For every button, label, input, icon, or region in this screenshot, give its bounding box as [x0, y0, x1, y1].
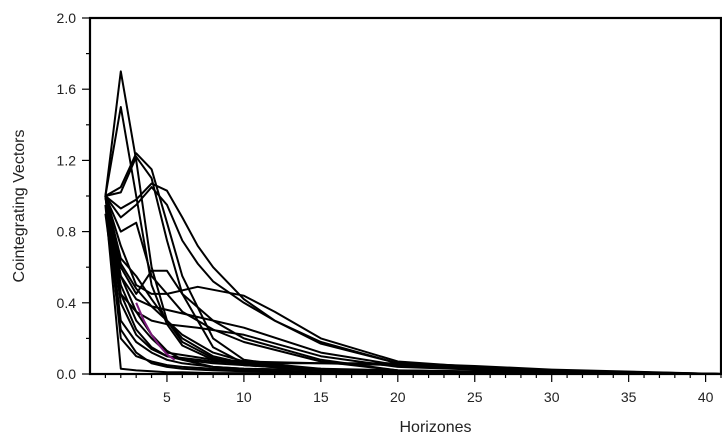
y-tick-label: 0.4 — [57, 295, 77, 311]
x-tick-label: 20 — [390, 389, 406, 405]
series-line-21 — [104, 195, 722, 375]
series-line-10 — [104, 195, 722, 375]
series-layer — [104, 70, 722, 375]
series-line-2 — [104, 106, 722, 375]
y-tick-label: 0.8 — [57, 224, 77, 240]
series-line-6 — [104, 186, 722, 375]
series-line-18 — [104, 204, 721, 375]
x-tick-label: 35 — [621, 389, 637, 405]
y-axis-title: Cointegrating Vectors — [11, 130, 28, 283]
y-tick-label: 1.2 — [57, 152, 77, 168]
x-tick-label: 5 — [163, 389, 171, 405]
series-line-5 — [104, 182, 722, 375]
x-tick-label: 25 — [467, 389, 483, 405]
x-axis-title: Horizones — [399, 419, 471, 436]
ticks-layer: 5 10 15 20 25 30 35 40 0.0 0.4 0.8 1.2 1.6 2.0 — [57, 10, 722, 405]
series-line-15 — [104, 195, 722, 375]
plot-frame — [88, 16, 722, 376]
series-line-13 — [104, 195, 722, 375]
series-line-22 — [135, 302, 176, 361]
y-tick-label: 1.6 — [57, 81, 77, 97]
y-tick-label: 0.0 — [57, 366, 77, 382]
series-line-11 — [104, 195, 722, 375]
y-tick-label: 2.0 — [57, 10, 77, 26]
x-tick-label: 30 — [544, 389, 560, 405]
x-tick-label: 15 — [313, 389, 329, 405]
series-line-4 — [105, 155, 722, 375]
x-tick-label: 10 — [236, 389, 252, 405]
x-tick-label: 40 — [698, 389, 714, 405]
